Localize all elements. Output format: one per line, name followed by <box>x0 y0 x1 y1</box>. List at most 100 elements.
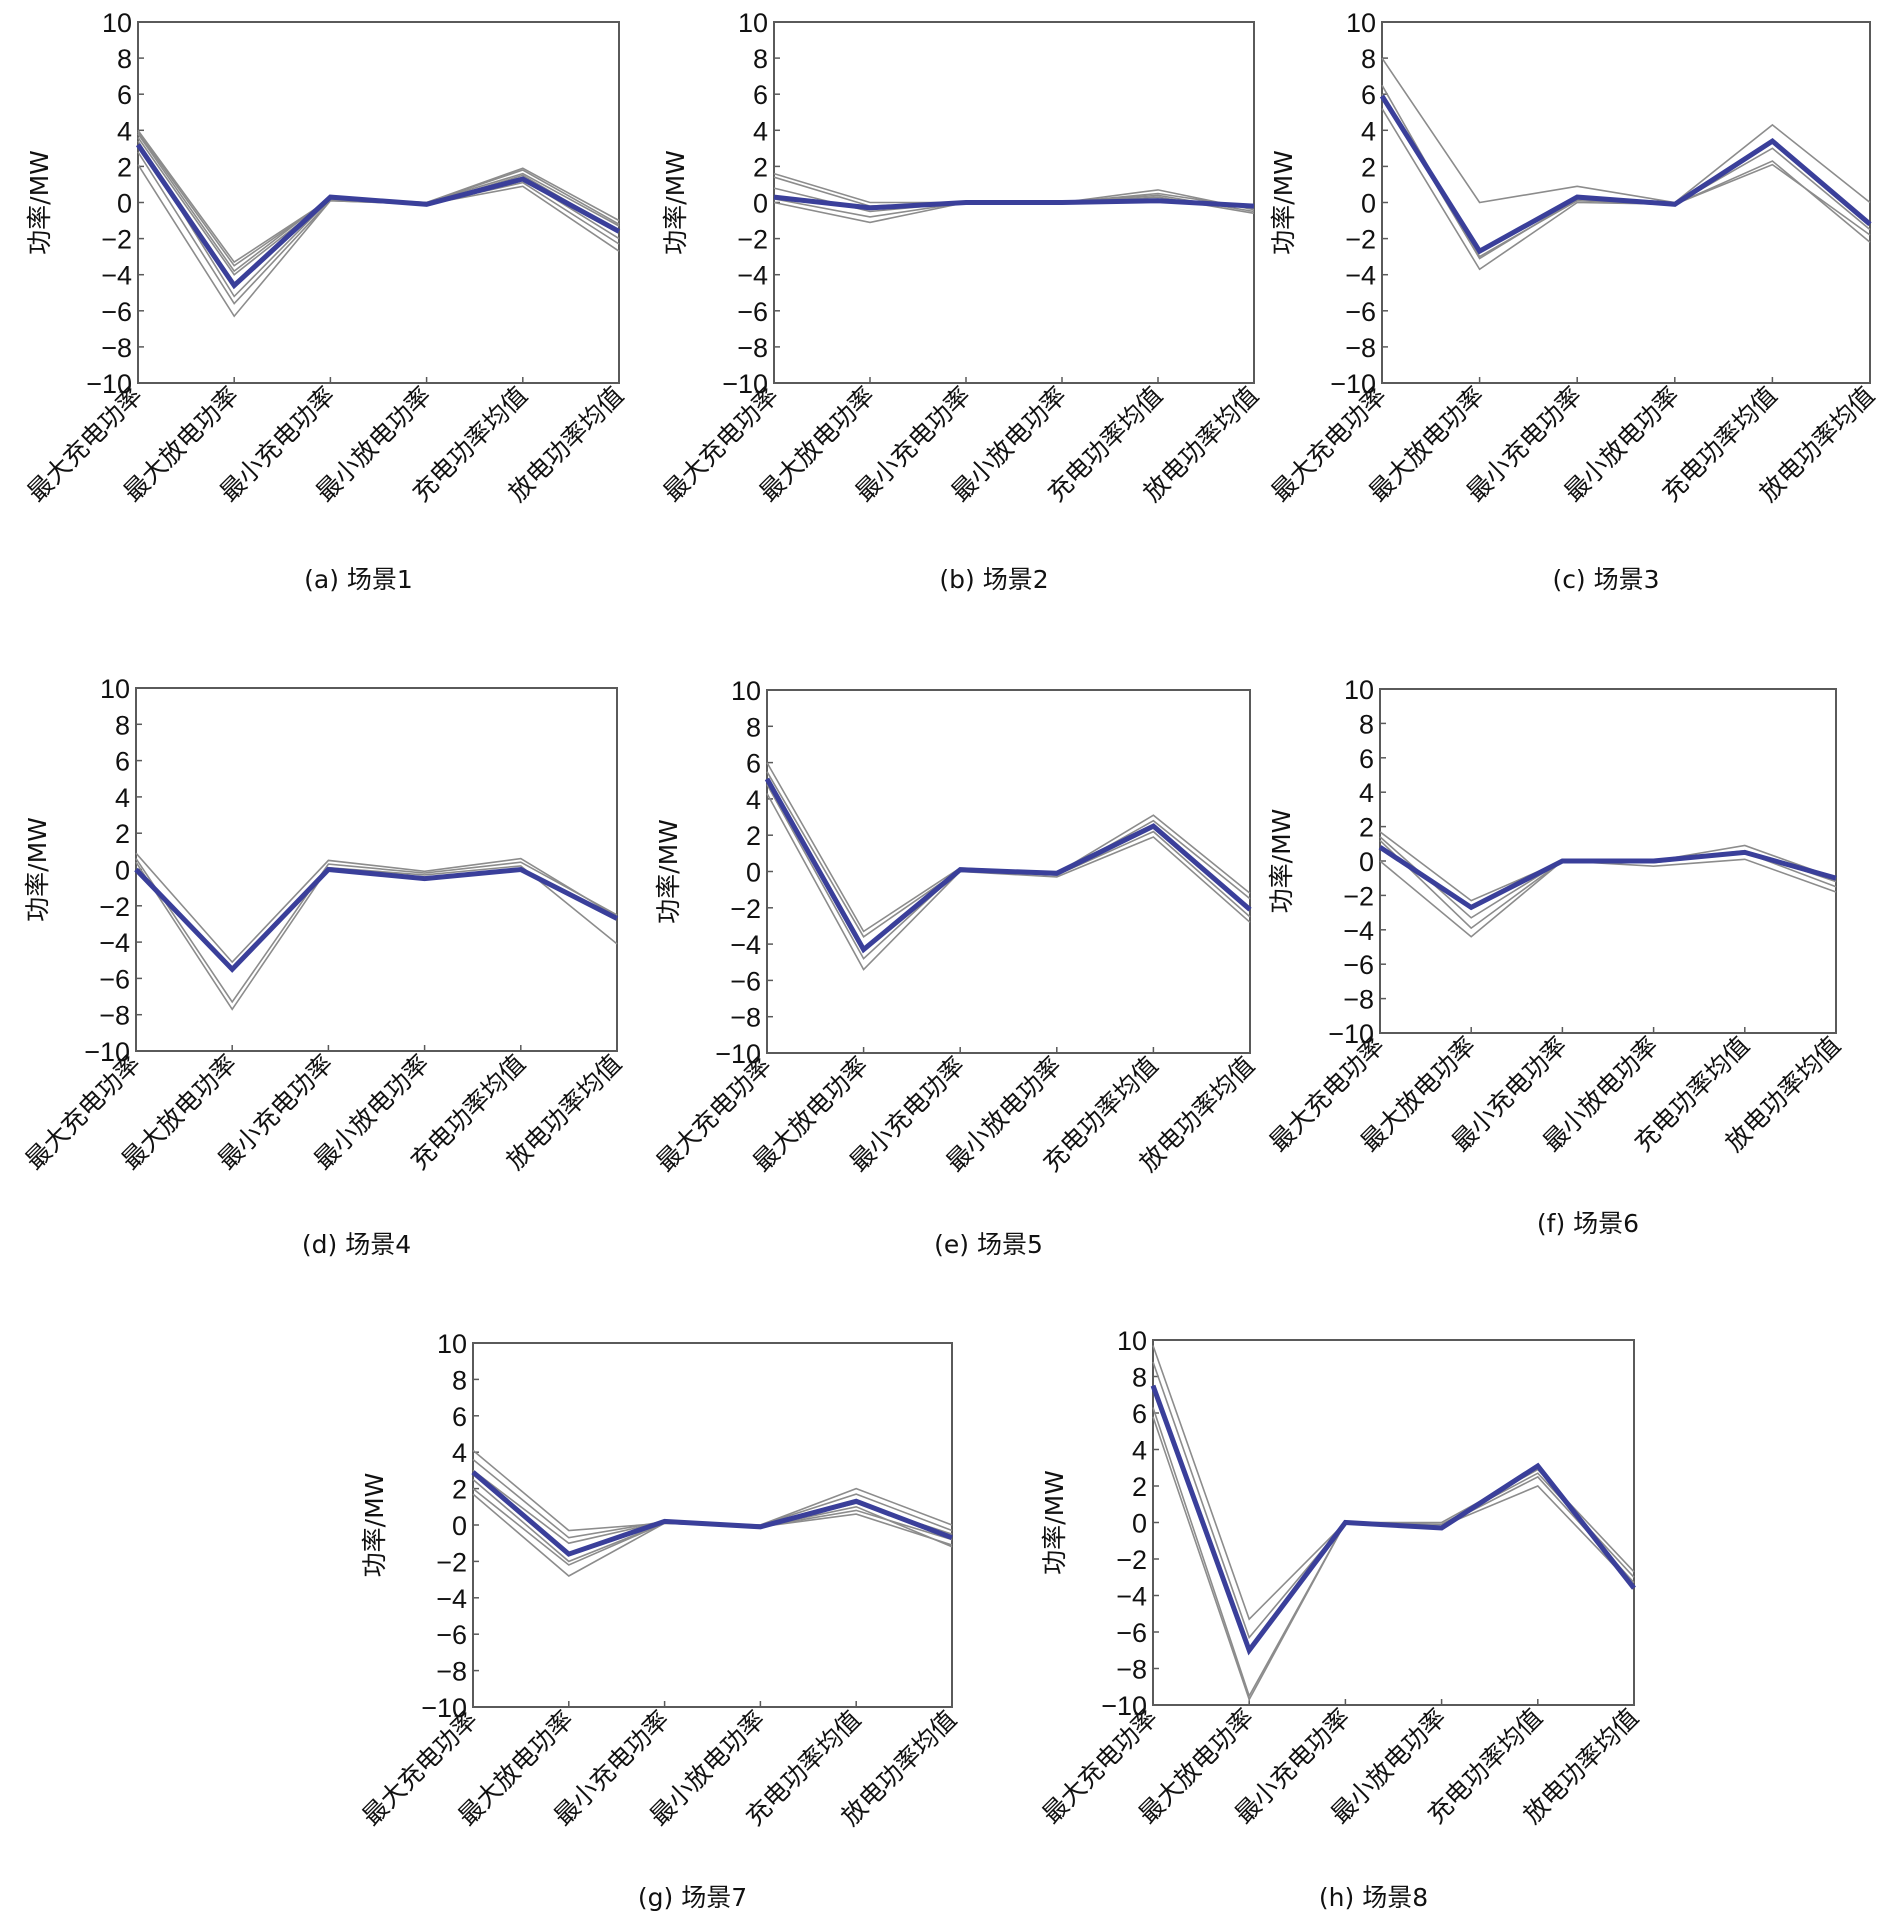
chart-panel-a: 1086420−2−4−6−8−10最大充电功率最大放电功率最小充电功率最小放电… <box>22 8 630 594</box>
y-tick-label: 2 <box>1361 152 1376 182</box>
y-tick-label: 2 <box>452 1475 467 1505</box>
y-tick-label: −2 <box>737 225 768 255</box>
y-axis-label: 功率/MW <box>1040 1470 1069 1575</box>
y-tick-label: −6 <box>99 964 130 994</box>
y-tick-label: −6 <box>730 966 761 996</box>
y-tick-label: 10 <box>100 674 130 704</box>
y-tick-label: 4 <box>746 785 761 815</box>
y-tick-label: −6 <box>1345 297 1376 327</box>
y-tick-label: −10 <box>715 1039 761 1069</box>
plot-frame <box>135 687 618 1052</box>
y-tick-label: 4 <box>1359 778 1374 808</box>
y-tick-label: −10 <box>1328 1019 1374 1049</box>
y-tick-label: −8 <box>737 333 768 363</box>
y-tick-label: −8 <box>99 1001 130 1031</box>
y-tick-label: −8 <box>101 333 132 363</box>
y-tick-label: −6 <box>101 297 132 327</box>
panel-caption: (d) 场景4 <box>302 1230 411 1259</box>
panel-caption: (f) 场景6 <box>1537 1209 1639 1238</box>
y-tick-label: 8 <box>115 710 130 740</box>
mean-series-line <box>773 194 1255 211</box>
y-tick-label: 10 <box>731 676 761 706</box>
y-tick-label: 4 <box>1132 1436 1147 1466</box>
y-tick-label: −4 <box>1345 261 1376 291</box>
y-tick-label: 6 <box>753 80 768 110</box>
y-tick-label: −2 <box>1343 881 1374 911</box>
sample-series-line <box>1381 108 1871 271</box>
mean-series-line <box>1150 1384 1636 1656</box>
y-tick-label: −4 <box>1343 916 1374 946</box>
y-tick-label: −10 <box>84 1037 130 1067</box>
y-axis-label: 功率/MW <box>1267 809 1296 914</box>
y-tick-label: −2 <box>99 892 130 922</box>
y-tick-label: 8 <box>117 44 132 74</box>
mean-series-line <box>135 143 621 290</box>
y-tick-label: −2 <box>1345 225 1376 255</box>
y-tick-label: −8 <box>436 1657 467 1687</box>
sample-series-line <box>766 793 1251 971</box>
y-tick-label: −2 <box>101 225 132 255</box>
y-tick-label: 8 <box>1132 1363 1147 1393</box>
y-tick-label: −2 <box>730 894 761 924</box>
y-tick-label: 4 <box>452 1438 467 1468</box>
y-tick-label: 2 <box>746 821 761 851</box>
mean-series-line <box>134 866 619 973</box>
y-axis-label: 功率/MW <box>23 817 52 922</box>
y-tick-label: 6 <box>117 80 132 110</box>
y-tick-label: 8 <box>1359 709 1374 739</box>
y-tick-label: 10 <box>1344 675 1374 705</box>
y-tick-label: 10 <box>1346 8 1376 38</box>
y-tick-label: 2 <box>1132 1472 1147 1502</box>
y-tick-label: 6 <box>1132 1399 1147 1429</box>
y-tick-label: 0 <box>1361 189 1376 219</box>
y-tick-label: 6 <box>746 749 761 779</box>
y-tick-label: −10 <box>1330 369 1376 399</box>
chart-panel-f: 1086420−2−4−6−8−10最大充电功率最大放电功率最小充电功率最小放电… <box>1264 675 1847 1238</box>
y-tick-label: 10 <box>1117 1326 1147 1356</box>
y-tick-label: 6 <box>115 747 130 777</box>
y-tick-label: 4 <box>115 783 130 813</box>
y-tick-label: 0 <box>115 856 130 886</box>
y-tick-label: 6 <box>1359 744 1374 774</box>
panel-caption: (e) 场景5 <box>934 1230 1043 1259</box>
y-tick-label: −4 <box>1116 1582 1147 1612</box>
y-tick-label: −6 <box>1116 1618 1147 1648</box>
y-tick-label: −6 <box>737 297 768 327</box>
y-tick-label: −4 <box>436 1584 467 1614</box>
y-axis-label: 功率/MW <box>661 150 690 255</box>
mean-series-line <box>1379 94 1872 255</box>
y-tick-label: −10 <box>1101 1691 1147 1721</box>
y-tick-label: 8 <box>753 44 768 74</box>
y-axis-label: 功率/MW <box>1269 150 1298 255</box>
sample-series-line <box>135 852 618 964</box>
y-tick-label: 4 <box>117 116 132 146</box>
chart-panel-b: 1086420−2−4−6−8−10最大充电功率最大放电功率最小充电功率最小放电… <box>658 8 1265 594</box>
chart-panel-d: 1086420−2−4−6−8−10最大充电功率最大放电功率最小充电功率最小放电… <box>20 674 628 1259</box>
y-tick-label: 2 <box>753 152 768 182</box>
y-tick-label: −4 <box>99 928 130 958</box>
y-tick-label: −2 <box>436 1547 467 1577</box>
sample-series-line <box>135 858 618 1004</box>
y-tick-label: 0 <box>753 189 768 219</box>
chart-panel-c: 1086420−2−4−6−8−10最大充电功率最大放电功率最小充电功率最小放电… <box>1266 8 1881 594</box>
y-tick-label: 2 <box>115 819 130 849</box>
y-tick-label: 10 <box>102 8 132 38</box>
mean-series-line <box>764 777 1252 954</box>
y-axis-label: 功率/MW <box>25 150 54 255</box>
mean-series-line <box>1378 845 1837 911</box>
y-tick-label: 10 <box>437 1329 467 1359</box>
y-tick-label: 6 <box>1361 80 1376 110</box>
y-tick-label: 0 <box>1132 1509 1147 1539</box>
y-tick-label: −2 <box>1116 1545 1147 1575</box>
y-tick-label: 0 <box>452 1511 467 1541</box>
y-tick-label: 10 <box>738 8 768 38</box>
y-tick-label: 8 <box>452 1365 467 1395</box>
y-tick-label: −10 <box>86 369 132 399</box>
y-axis-label: 功率/MW <box>360 1473 389 1578</box>
y-tick-label: 2 <box>1359 813 1374 843</box>
y-tick-label: −6 <box>436 1620 467 1650</box>
panel-caption: (c) 场景3 <box>1552 565 1659 594</box>
y-tick-label: −8 <box>1343 985 1374 1015</box>
